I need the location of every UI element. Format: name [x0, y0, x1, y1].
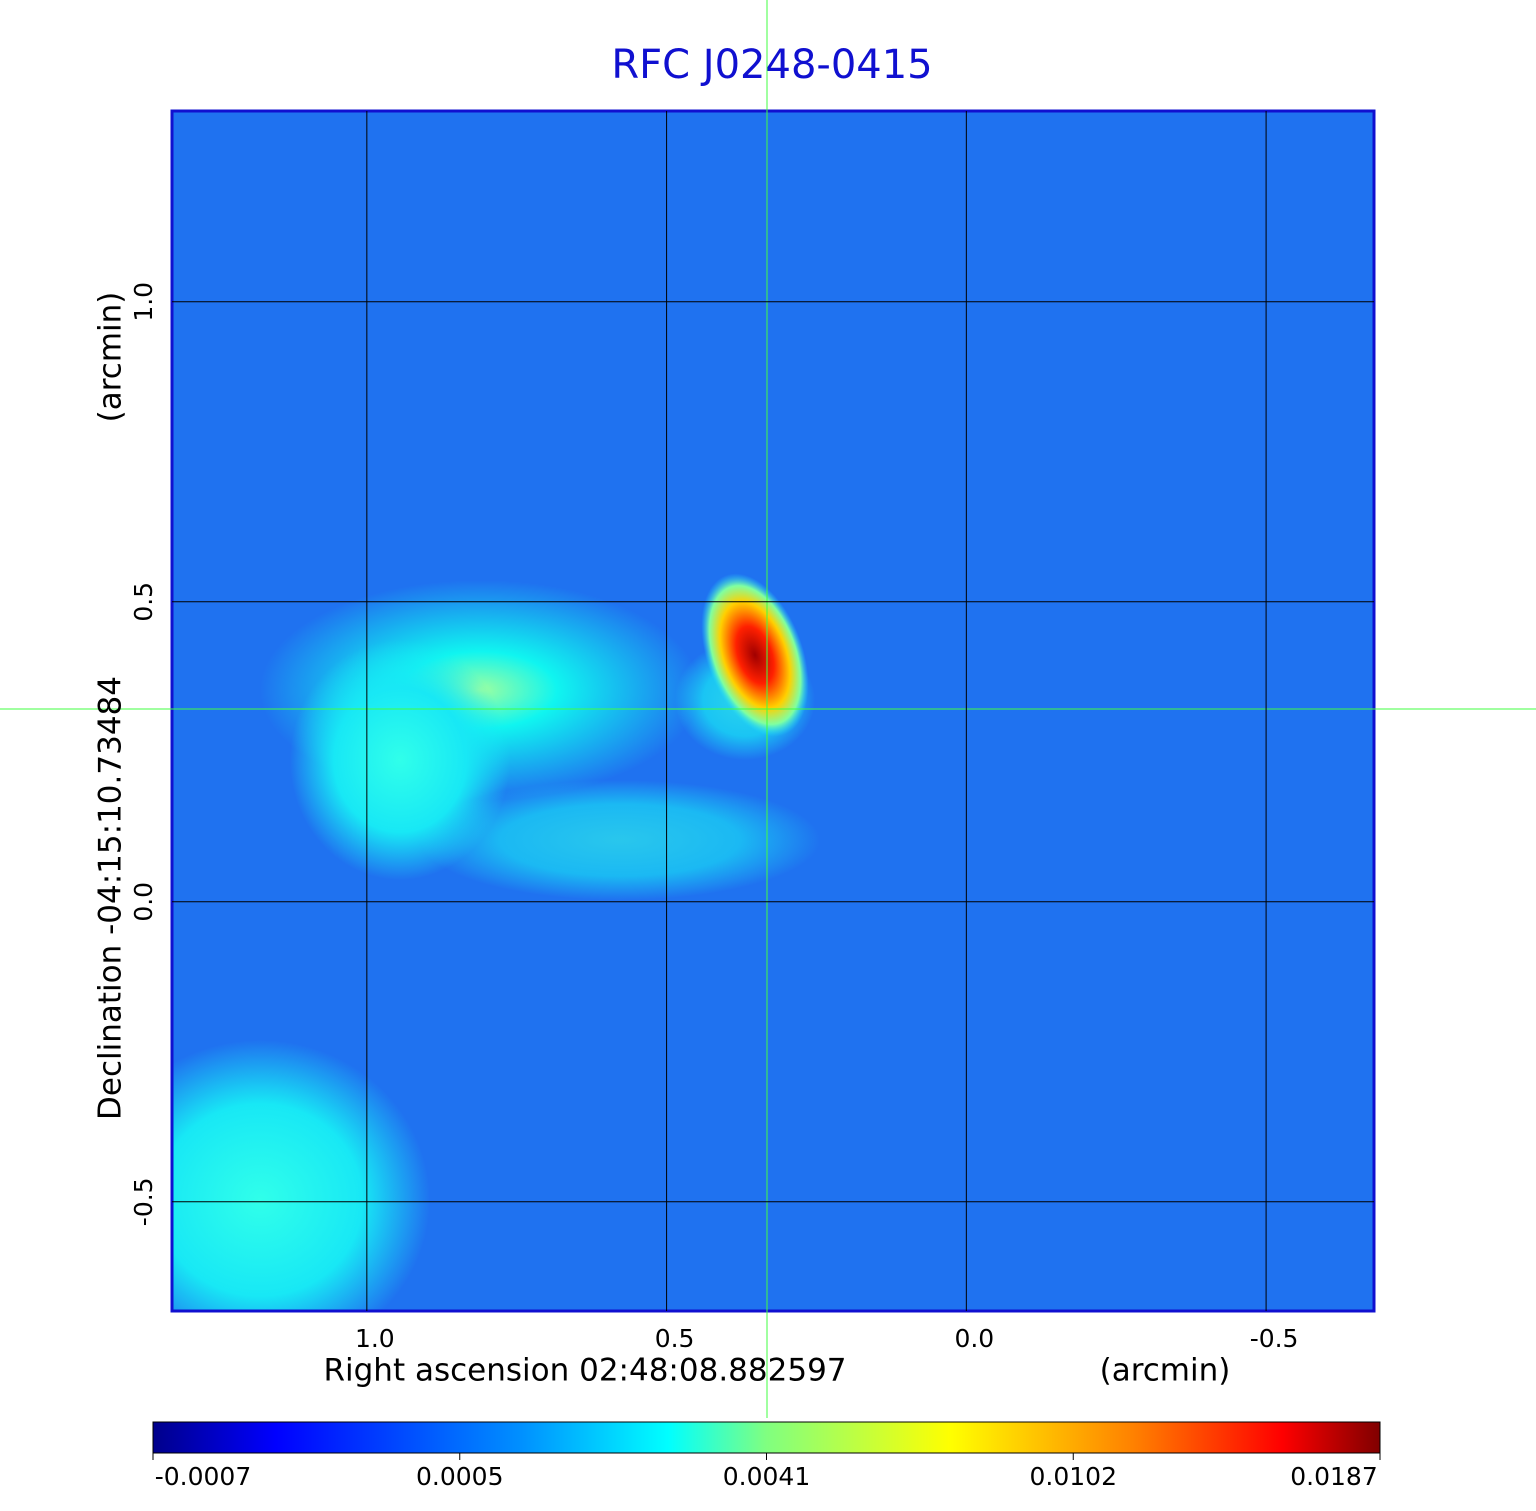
colorbar-tick-label: 0.0005 [416, 1462, 503, 1491]
x-tick-label: 0.0 [954, 1324, 994, 1353]
x-axis-label: Right ascension 02:48:08.882597 [323, 1353, 846, 1389]
x-tick-label: -0.5 [1250, 1324, 1299, 1353]
colorbar [152, 1421, 1381, 1454]
frame [170, 109, 1376, 1313]
colorbar-tick-label: 0.0102 [1030, 1462, 1117, 1491]
sky-image [172, 111, 1374, 1311]
colorbar-tick-label: 0.0041 [723, 1462, 810, 1491]
colorbar-tick-label: -0.0007 [155, 1462, 252, 1491]
x-tick-label: 1.0 [355, 1324, 395, 1353]
y-tick-label: -0.5 [129, 1177, 158, 1226]
chart-title: RFC J0248-0415 [611, 42, 932, 88]
y-tick-label: 0.5 [129, 582, 158, 622]
x-axis-unit: (arcmin) [1100, 1353, 1231, 1389]
y-axis-label: Declination -04:15:10.73484 [93, 676, 129, 1120]
colorbar-tick-label: 0.0187 [1290, 1462, 1377, 1491]
y-tick-label: 1.0 [129, 282, 158, 322]
y-tick-label: 0.0 [129, 882, 158, 922]
x-tick-label: 0.5 [655, 1324, 695, 1353]
y-axis-unit: (arcmin) [93, 292, 129, 423]
